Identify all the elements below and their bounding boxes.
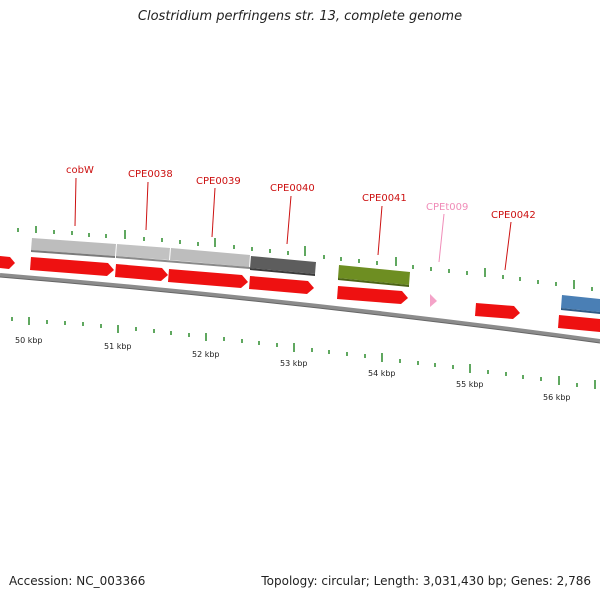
feature-bar-underline-2 — [116, 256, 250, 269]
genome-backbone-shadow — [0, 276, 600, 344]
feature-bar-cpe0041 — [338, 265, 410, 285]
accession-text: Accession: NC_003366 — [9, 574, 146, 588]
gene-labels: cobW CPE0038 CPE0039 CPE0040 CPE0041 CPE… — [66, 165, 536, 221]
gene-label-cpe0040[interactable]: CPE0040 — [270, 183, 315, 194]
gene-label-cpet009[interactable]: CPEt009 — [426, 202, 468, 213]
cds-arrow-left — [0, 256, 15, 269]
trna-arrow-cpet009 — [430, 294, 437, 307]
kbp-label-55: 55 kbp — [456, 380, 484, 389]
feature-bar-cpe0038 — [116, 244, 170, 260]
kbp-label-52: 52 kbp — [192, 350, 220, 359]
gene-label-cpe0039[interactable]: CPE0039 — [196, 176, 241, 187]
cds-arrow-cpe0040 — [249, 276, 314, 294]
cds-track — [0, 256, 600, 332]
kbp-labels: 50 kbp 51 kbp 52 kbp 53 kbp 54 kbp 55 kb… — [15, 336, 571, 402]
feature-bar-blue — [561, 295, 600, 312]
cds-arrow-cpe0039 — [168, 269, 248, 288]
upper-ticks — [17, 226, 593, 291]
gene-label-leaders — [74, 177, 512, 271]
gene-label-cpe0042[interactable]: CPE0042 — [491, 210, 536, 221]
leader-cpe0039 — [211, 187, 216, 238]
leader-cpet009 — [438, 213, 445, 263]
leader-cobw — [74, 177, 77, 227]
leader-cpe0038 — [145, 181, 149, 231]
gene-label-cobw[interactable]: cobW — [66, 165, 94, 176]
kbp-label-51: 51 kbp — [104, 342, 132, 351]
kbp-label-56: 56 kbp — [543, 393, 571, 402]
kbp-label-53: 53 kbp — [280, 359, 308, 368]
map-title: Clostridium perfringens str. 13, complet… — [137, 9, 463, 24]
feature-bar-underline-3 — [250, 268, 315, 276]
kbp-label-54: 54 kbp — [368, 369, 396, 378]
feature-bar-underline-4 — [338, 278, 409, 287]
genome-summary-text: Topology: circular; Length: 3,031,430 bp… — [261, 574, 591, 588]
gene-label-cpe0038[interactable]: CPE0038 — [128, 169, 173, 180]
cds-arrow-cpe0041 — [337, 286, 408, 304]
leader-cpe0040 — [286, 195, 292, 245]
feature-bar-underline-5 — [561, 308, 600, 314]
cds-arrow-right — [558, 315, 600, 332]
feature-bar-cobw — [31, 238, 116, 256]
leader-cpe0042 — [504, 221, 512, 271]
feature-bar-cpe0039 — [170, 248, 250, 267]
gene-label-cpe0041[interactable]: CPE0041 — [362, 193, 407, 204]
feature-bar-underline — [31, 250, 115, 258]
feature-bar-cpe0040 — [250, 256, 316, 274]
kbp-label-50: 50 kbp — [15, 336, 43, 345]
cds-arrow-cpe0042 — [475, 303, 520, 319]
feature-track — [31, 238, 600, 314]
genome-backbone — [0, 273, 600, 343]
lower-ticks — [11, 317, 596, 389]
leader-cpe0041 — [377, 205, 383, 256]
cds-arrow-cpe0038 — [115, 264, 168, 281]
cds-arrow-cobw — [30, 257, 114, 276]
